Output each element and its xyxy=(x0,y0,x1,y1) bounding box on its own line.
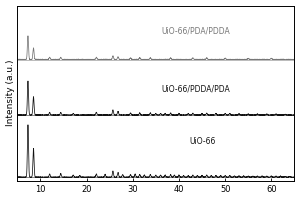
Text: UiO-66: UiO-66 xyxy=(189,137,215,146)
Text: UiO-66/PDA/PDDA: UiO-66/PDA/PDDA xyxy=(161,26,230,35)
Text: UiO-66/PDDA/PDA: UiO-66/PDDA/PDA xyxy=(161,84,230,93)
Y-axis label: Intensity (a.u.): Intensity (a.u.) xyxy=(6,60,15,126)
